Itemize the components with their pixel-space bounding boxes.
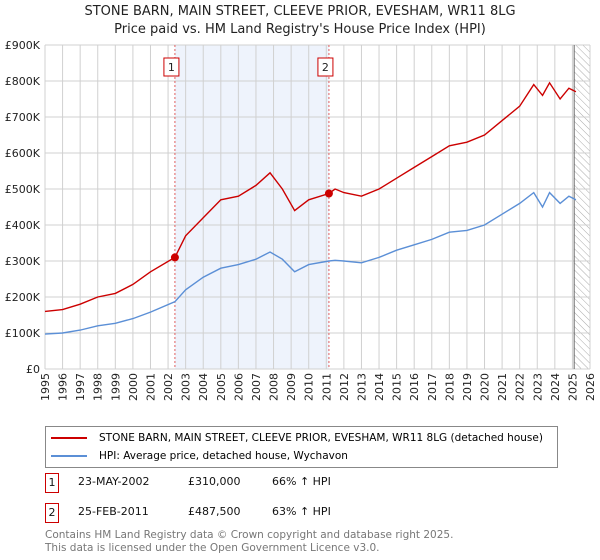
x-tick-label: 2020 xyxy=(479,373,492,401)
x-tick-label: 2002 xyxy=(162,373,175,401)
x-tick-label: 2017 xyxy=(426,373,439,401)
y-tick-label: £100K xyxy=(5,327,41,340)
legend-label: STONE BARN, MAIN STREET, CLEEVE PRIOR, E… xyxy=(99,432,543,444)
legend: STONE BARN, MAIN STREET, CLEEVE PRIOR, E… xyxy=(45,426,558,468)
y-tick-label: £400K xyxy=(5,219,41,232)
y-tick-label: £700K xyxy=(5,111,41,124)
blue-line-swatch xyxy=(51,455,87,457)
y-tick-label: £500K xyxy=(5,183,41,196)
sale-label-box xyxy=(163,57,180,77)
x-tick-label: 2015 xyxy=(391,373,404,401)
sale-hpi: 66% ↑ HPI xyxy=(272,475,331,488)
x-tick-label: 1996 xyxy=(57,373,70,401)
x-tick-label: 2006 xyxy=(232,373,245,401)
x-tick-label: 1998 xyxy=(92,373,105,401)
ownership-shading xyxy=(174,45,329,369)
x-tick-label: 2025 xyxy=(566,373,579,401)
x-tick-label: 2001 xyxy=(144,373,157,401)
x-tick-label: 2005 xyxy=(215,373,228,401)
x-tick-label: 2019 xyxy=(461,373,474,401)
sale-label: 1 xyxy=(168,61,175,74)
sale-price: £487,500 xyxy=(188,505,241,518)
x-tick-label: 2018 xyxy=(443,373,456,401)
price-chart: 1995 1996 1997 1998 1999 2000 2001 2002 2003 2004… xyxy=(5,39,597,401)
chart-title: STONE BARN, MAIN STREET, CLEEVE PRIOR, E… xyxy=(84,4,516,19)
legend-item-hpi: HPI: Average price, detached house, Wych… xyxy=(51,450,348,462)
sale-marker-badge: 1 xyxy=(45,473,59,493)
x-tick-label: 2024 xyxy=(549,373,562,401)
x-tick-label: 1999 xyxy=(109,373,122,401)
x-tick-label: 2013 xyxy=(355,373,368,401)
x-tick-label: 2007 xyxy=(250,373,263,401)
x-tick-label: 2014 xyxy=(373,373,386,401)
sale-marker-badge: 2 xyxy=(45,503,59,523)
y-tick-label: £600K xyxy=(5,147,41,160)
x-tick-label: 2016 xyxy=(408,373,421,401)
x-tick-label: 2022 xyxy=(514,373,527,401)
y-tick-label: £800K xyxy=(5,75,41,88)
sale-price: £310,000 xyxy=(188,475,241,488)
y-tick-label: £200K xyxy=(5,291,41,304)
x-tick-label: 2009 xyxy=(285,373,298,401)
x-tick-label: 2004 xyxy=(197,373,210,401)
x-tick-label: 2026 xyxy=(584,373,597,401)
sale-point xyxy=(170,253,179,262)
x-tick-label: 1995 xyxy=(39,373,52,401)
x-tick-label: 2003 xyxy=(180,373,193,401)
x-tick-label: 1997 xyxy=(74,373,87,401)
hpi-line xyxy=(44,191,577,335)
x-tick-label: 2000 xyxy=(127,373,140,401)
legend-label: HPI: Average price, detached house, Wych… xyxy=(99,450,348,462)
chart-subtitle: Price paid vs. HM Land Registry's House … xyxy=(114,22,486,37)
x-tick-label: 2011 xyxy=(320,373,333,401)
sale-label-box xyxy=(317,57,334,77)
footer-line: This data is licensed under the Open Gov… xyxy=(45,542,380,554)
y-tick-label: £0 xyxy=(26,363,40,376)
x-tick-label: 2008 xyxy=(268,373,281,401)
y-tick-label: £300K xyxy=(5,255,41,268)
y-tick-label: £900K xyxy=(5,39,41,52)
sale-date: 25-FEB-2011 xyxy=(78,505,149,518)
legend-item-property: STONE BARN, MAIN STREET, CLEEVE PRIOR, E… xyxy=(51,432,543,444)
sale-label: 2 xyxy=(322,61,329,74)
footer-line: Contains HM Land Registry data © Crown c… xyxy=(45,529,454,541)
forecast-hatch xyxy=(574,45,590,369)
sale-hpi: 63% ↑ HPI xyxy=(272,505,331,518)
sale-date: 23-MAY-2002 xyxy=(78,475,150,488)
sale-point xyxy=(324,189,333,198)
x-tick-label: 2021 xyxy=(496,373,509,401)
x-tick-label: 2012 xyxy=(338,373,351,401)
x-tick-label: 2023 xyxy=(531,373,544,401)
x-tick-label: 2010 xyxy=(303,373,316,401)
footer: Contains HM Land Registry data © Crown c… xyxy=(45,529,453,555)
red-line-swatch xyxy=(51,437,87,439)
